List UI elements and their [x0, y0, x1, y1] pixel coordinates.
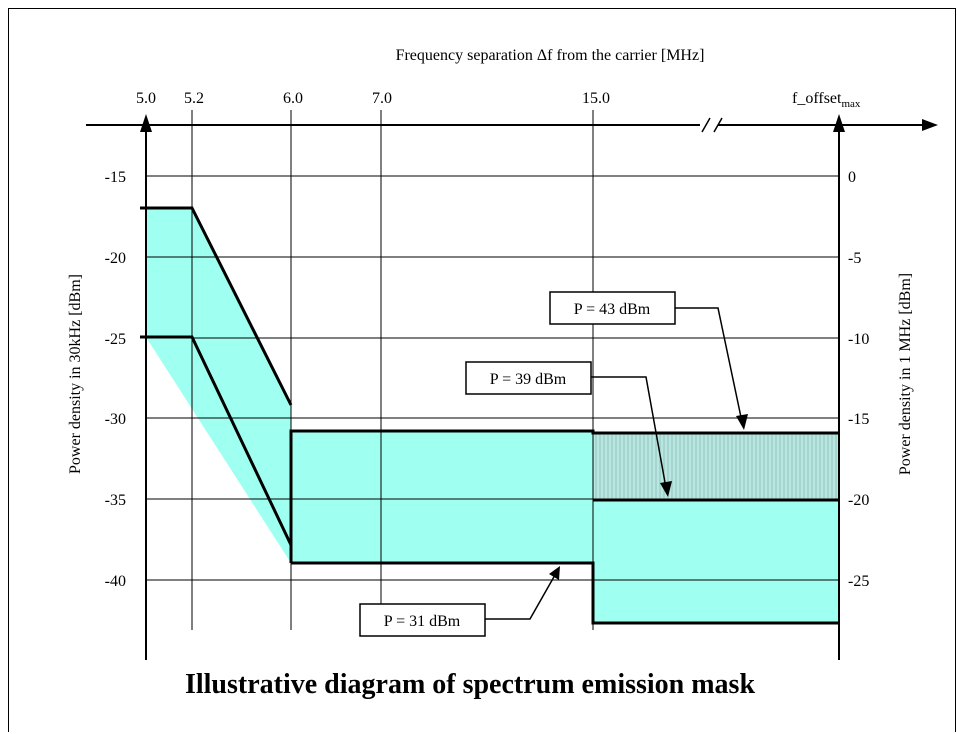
annotation-p31-arrowhead-icon — [549, 566, 560, 580]
annotation-p39-box — [465, 361, 592, 395]
mask-lines — [140, 206, 839, 625]
left-tick--15: -15 — [105, 169, 126, 186]
left-tick--20: -20 — [105, 250, 126, 267]
hatch-pattern — [595, 433, 837, 500]
left-tick--40: -40 — [105, 573, 126, 590]
top-tick-7-0: 7.0 — [372, 90, 392, 107]
diagram-title: Illustrative diagram of spectrum emissio… — [185, 669, 756, 700]
right-tick--20: -20 — [848, 492, 869, 509]
top-tick-15-0: 15.0 — [582, 90, 610, 107]
top-axis-title: Frequency separation Δf from the carrier… — [396, 47, 705, 64]
horizontal-gridlines — [146, 175, 839, 581]
right-tick--5: -5 — [848, 250, 861, 267]
annotation-p31-box — [359, 603, 486, 637]
mask-line-p43-upper — [140, 206, 293, 406]
left-axis-arrow-icon — [140, 114, 152, 132]
annotation-p39-label: P = 39 dBm — [490, 371, 567, 388]
left-axis-title: Power density in 30kHz [dBm] — [67, 274, 84, 474]
mask-fill-region-left-lower — [146, 337, 291, 563]
top-tick-5-2: 5.2 — [184, 90, 204, 107]
axis-break-mark-1 — [701, 117, 711, 133]
annotation-p39-leader — [591, 376, 667, 489]
annotation-p39: P = 39 dBm — [465, 361, 672, 497]
annotation-p31-leader — [485, 574, 556, 620]
mask-line-p31-lower — [140, 335, 293, 546]
axis-break-mark-2 — [713, 117, 723, 133]
annotation-p43-box — [549, 291, 676, 325]
right-tick--10: -10 — [848, 331, 869, 348]
mask-fill-region-right — [593, 500, 839, 623]
annotation-p31-label: P = 31 dBm — [384, 613, 461, 630]
annotation-p43-arrowhead-icon — [736, 414, 748, 430]
annotation-p39-arrowhead-icon — [660, 481, 672, 497]
mask-line-p31-flat — [291, 561, 839, 625]
right-axis-title: Power density in 1 MHz [dBm] — [897, 273, 914, 475]
top-tick-5-0: 5.0 — [136, 90, 156, 107]
annotation-p43: P = 43 dBm — [549, 291, 748, 430]
top-axis-arrow-icon — [922, 119, 938, 131]
left-tick--25: -25 — [105, 331, 126, 348]
mask-line-p43-flat — [289, 429, 839, 563]
top-tick-f-offset-max: f_offsetmax — [792, 90, 861, 110]
right-tick--25: -25 — [848, 573, 869, 590]
right-axis-arrow-icon — [833, 114, 845, 132]
annotation-p31: P = 31 dBm — [359, 566, 560, 637]
right-tick--15: -15 — [848, 411, 869, 428]
left-tick--35: -35 — [105, 492, 126, 509]
diagram-frame — [8, 8, 956, 732]
left-tick--30: -30 — [105, 411, 126, 428]
annotation-p43-label: P = 43 dBm — [574, 301, 651, 318]
mask-fill-region-mid — [291, 431, 593, 563]
right-tick-0: 0 — [848, 169, 856, 186]
annotation-p43-leader — [675, 307, 743, 423]
top-tick-6-0: 6.0 — [283, 90, 303, 107]
axes — [86, 114, 938, 660]
